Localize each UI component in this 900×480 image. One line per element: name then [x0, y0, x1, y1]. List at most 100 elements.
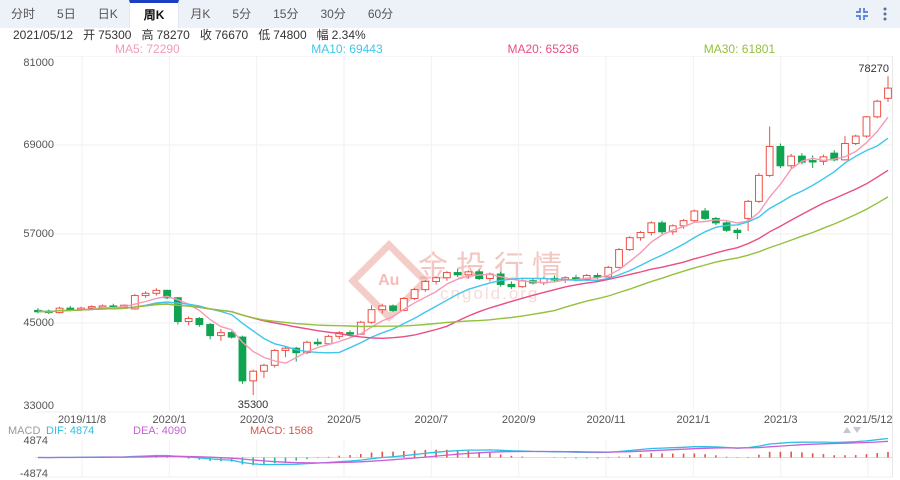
candle-body — [647, 222, 656, 234]
macd-hist-bar — [736, 457, 739, 459]
x-axis-label: 2019/11/8 — [58, 414, 106, 426]
candle-body — [636, 232, 645, 239]
macd-hist-bar — [865, 454, 868, 458]
macd-hist-bar — [876, 453, 879, 458]
x-axis-label: 2020/5 — [327, 414, 361, 426]
macd-hist-bar — [316, 457, 319, 459]
candle-body — [227, 332, 236, 338]
triangle-up-icon[interactable] — [843, 427, 851, 433]
macd-hist-bar — [241, 457, 244, 465]
tab-30分[interactable]: 30分 — [320, 7, 346, 21]
candle-body — [303, 341, 311, 354]
candle-body — [270, 349, 279, 366]
x-axis-label: 2020/11 — [587, 414, 626, 426]
candle-body — [862, 116, 871, 137]
candle-body — [281, 347, 290, 351]
candle-body — [884, 87, 892, 99]
macd-hist-bar — [779, 451, 782, 458]
macd-hist-bar — [607, 457, 610, 459]
low-annotation: 35300 — [238, 399, 269, 411]
candle-body — [313, 341, 322, 345]
dif-line — [37, 437, 889, 466]
macd-hist-bar — [564, 457, 567, 459]
collapse-arrows-icon[interactable] — [854, 6, 870, 22]
tab-日K[interactable]: 日K — [97, 7, 118, 21]
candle-body — [593, 275, 602, 278]
candle-body — [754, 174, 763, 202]
tab-15分[interactable]: 15分 — [273, 7, 299, 21]
macd-hist-bar — [435, 449, 437, 458]
triangle-down-icon[interactable] — [853, 427, 861, 433]
tab-60分[interactable]: 60分 — [367, 7, 394, 21]
candle-body — [615, 249, 623, 268]
y-axis-label: 33000 — [23, 400, 54, 412]
candle-body — [163, 289, 172, 299]
tab-周K[interactable]: 周K — [128, 0, 180, 28]
macd-hist-bar — [478, 452, 480, 458]
macd-hist-bar — [758, 454, 760, 458]
tab-月K[interactable]: 月K — [190, 7, 211, 21]
macd-dif-value: DIF: 4874 — [46, 425, 94, 437]
macd-hist-bar — [682, 453, 685, 458]
macd-hist-bar — [284, 457, 287, 462]
macd-hist-bar — [854, 455, 857, 458]
tab-5分[interactable]: 5分 — [232, 7, 252, 21]
candle-body — [873, 100, 882, 118]
macd-hist-bar — [489, 452, 491, 458]
candle-body — [776, 145, 785, 167]
macd-dea-value: DEA: 4090 — [133, 425, 186, 437]
macd-hist-bar — [661, 453, 663, 458]
candle-body — [260, 364, 268, 372]
macd-hist-bar — [403, 451, 405, 458]
y-axis-label: 81000 — [23, 57, 54, 69]
candle-body — [324, 335, 333, 345]
macd-hist-bar — [801, 452, 803, 458]
candle-body — [851, 135, 860, 145]
macd-hist-bar — [499, 454, 502, 458]
candle-body — [582, 275, 591, 280]
candle-body — [808, 160, 817, 163]
candle-body — [173, 297, 182, 323]
candle-body — [249, 370, 258, 382]
macd-hist-bar — [747, 456, 749, 458]
candle-body — [389, 305, 397, 311]
y-axis-label: 57000 — [23, 228, 54, 240]
macd-axis-max: 4874 — [24, 435, 48, 447]
macd-hist-bar — [349, 455, 351, 458]
ohlc-info-row: 2021/05/12 开 75300 高 78270 收 76670 低 74800 幅… — [0, 28, 900, 43]
candle-body — [367, 309, 376, 323]
macd-hist-bar — [833, 455, 836, 458]
macd-hist-bar — [327, 456, 330, 458]
macd-hist-bar — [790, 451, 792, 458]
x-axis-label: 2021/1 — [677, 414, 711, 426]
candle-body — [378, 305, 387, 311]
candle-body — [496, 273, 505, 285]
ma30-line — [37, 196, 889, 328]
kline-chart-canvas[interactable]: 81000 69000 57000 45000 33000 2019/11/8 2020/1… — [0, 56, 900, 480]
x-axis-label: 2021/3 — [764, 414, 798, 426]
x-axis-label: 2020/7 — [415, 414, 449, 426]
candle-body — [432, 277, 441, 282]
candle-body — [217, 332, 225, 337]
chart-area: Au 金投行情 cngold.org 81000 69000 57000 45000 3… — [0, 56, 900, 480]
high-annotation: 78270 — [858, 63, 889, 75]
change-pair: 幅 2.34% — [316, 28, 366, 42]
macd-hist-bar — [704, 454, 706, 458]
candle-body — [625, 237, 634, 251]
ma-lines — [37, 116, 889, 364]
macd-hist-bar — [467, 450, 470, 458]
macd-axis-min: -4874 — [20, 468, 48, 480]
candle-body — [765, 145, 774, 176]
kebab-menu-icon[interactable] — [882, 6, 888, 22]
tab-分时[interactable]: 分时 — [11, 7, 36, 21]
ma5-line — [37, 116, 889, 364]
low-pair: 低 74800 — [258, 28, 307, 42]
macd-panel — [37, 437, 889, 466]
tab-5日[interactable]: 5日 — [57, 7, 76, 21]
candle-body — [130, 295, 139, 310]
candle-body — [152, 289, 161, 294]
macd-hist-bar — [381, 451, 384, 458]
macd-hist-bar — [639, 454, 642, 458]
candle-body — [464, 271, 473, 276]
candle-body — [744, 200, 753, 219]
